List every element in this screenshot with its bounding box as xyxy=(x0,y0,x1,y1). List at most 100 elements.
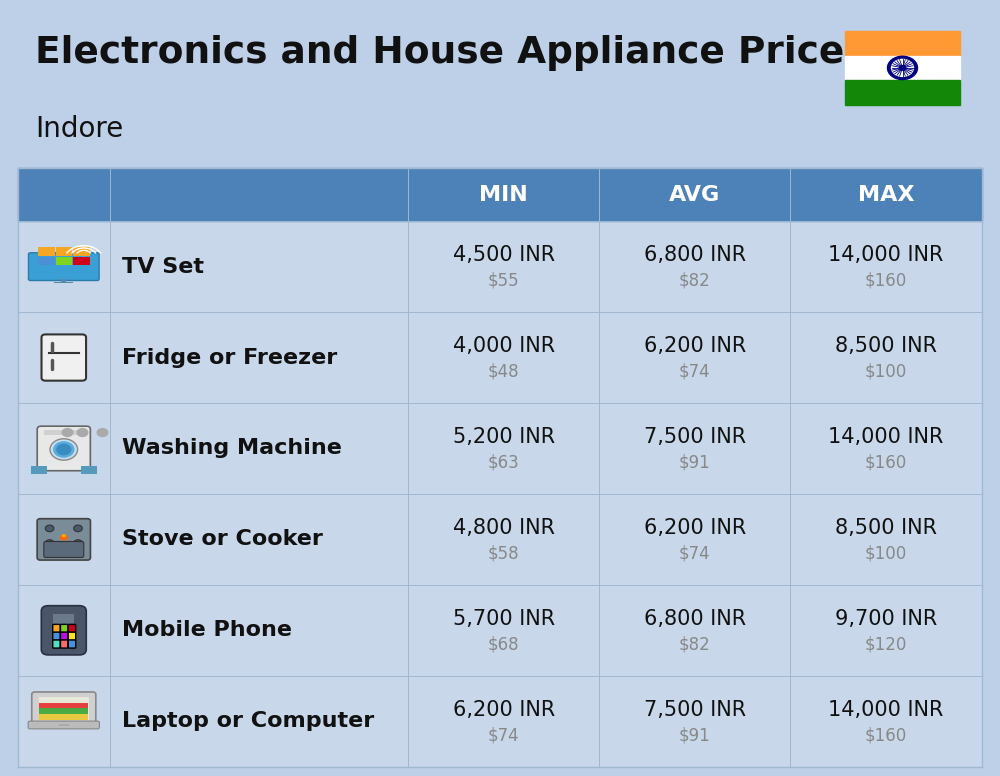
Text: 14,000 INR: 14,000 INR xyxy=(828,427,944,447)
Bar xyxy=(56,248,72,256)
FancyBboxPatch shape xyxy=(68,625,76,632)
Bar xyxy=(56,257,72,265)
Text: $48: $48 xyxy=(488,362,520,380)
Circle shape xyxy=(60,535,68,541)
Bar xyxy=(18,221,982,312)
Text: 5,700 INR: 5,700 INR xyxy=(453,608,555,629)
FancyBboxPatch shape xyxy=(53,625,60,632)
Text: 4,000 INR: 4,000 INR xyxy=(453,336,555,356)
Text: $100: $100 xyxy=(865,362,907,380)
Text: Mobile Phone: Mobile Phone xyxy=(122,620,292,640)
Bar xyxy=(31,466,47,474)
Bar xyxy=(39,715,88,719)
FancyBboxPatch shape xyxy=(68,632,76,640)
Text: 6,200 INR: 6,200 INR xyxy=(644,518,746,538)
Bar xyxy=(790,168,982,221)
Text: MIN: MIN xyxy=(479,185,528,205)
Circle shape xyxy=(888,57,918,79)
FancyBboxPatch shape xyxy=(28,721,99,729)
Circle shape xyxy=(50,438,78,460)
Text: $74: $74 xyxy=(488,726,520,744)
Circle shape xyxy=(77,428,89,437)
Text: $63: $63 xyxy=(488,453,520,472)
Bar xyxy=(38,248,55,256)
FancyBboxPatch shape xyxy=(60,632,68,640)
Text: $74: $74 xyxy=(679,362,711,380)
Text: 6,800 INR: 6,800 INR xyxy=(644,608,746,629)
Circle shape xyxy=(74,525,82,532)
Bar xyxy=(38,257,55,265)
Text: 7,500 INR: 7,500 INR xyxy=(644,700,746,719)
Text: TV Set: TV Set xyxy=(122,257,204,276)
FancyBboxPatch shape xyxy=(53,632,60,640)
FancyBboxPatch shape xyxy=(68,640,76,648)
FancyBboxPatch shape xyxy=(28,253,99,280)
Bar xyxy=(59,724,69,726)
FancyBboxPatch shape xyxy=(37,518,90,560)
Text: 8,500 INR: 8,500 INR xyxy=(835,518,937,538)
Circle shape xyxy=(74,540,82,546)
FancyBboxPatch shape xyxy=(37,426,90,471)
Bar xyxy=(18,312,982,403)
FancyBboxPatch shape xyxy=(60,625,68,632)
Bar xyxy=(73,248,90,256)
Bar xyxy=(73,257,90,265)
Text: $100: $100 xyxy=(865,544,907,563)
Text: 6,200 INR: 6,200 INR xyxy=(453,700,555,719)
Bar xyxy=(18,676,982,767)
Text: 5,200 INR: 5,200 INR xyxy=(453,427,555,447)
Bar xyxy=(39,708,88,714)
Text: $55: $55 xyxy=(488,272,520,289)
FancyBboxPatch shape xyxy=(53,640,60,648)
Text: 4,800 INR: 4,800 INR xyxy=(453,518,555,538)
Text: $82: $82 xyxy=(679,636,711,653)
Text: Fridge or Freezer: Fridge or Freezer xyxy=(122,348,337,368)
Circle shape xyxy=(45,540,54,546)
Text: Stove or Cooker: Stove or Cooker xyxy=(122,529,322,549)
Text: $91: $91 xyxy=(679,453,711,472)
Bar xyxy=(44,430,83,435)
Text: 9,700 INR: 9,700 INR xyxy=(835,608,937,629)
Text: 8,500 INR: 8,500 INR xyxy=(835,336,937,356)
Circle shape xyxy=(56,444,71,456)
Text: $160: $160 xyxy=(865,272,907,289)
Text: 14,000 INR: 14,000 INR xyxy=(828,245,944,265)
Text: $160: $160 xyxy=(865,453,907,472)
Text: $58: $58 xyxy=(488,544,520,563)
Circle shape xyxy=(62,534,66,538)
Text: 14,000 INR: 14,000 INR xyxy=(828,700,944,719)
Circle shape xyxy=(97,428,109,437)
Circle shape xyxy=(892,60,914,76)
Text: AVG: AVG xyxy=(669,185,720,205)
Bar xyxy=(39,702,88,708)
Text: 6,800 INR: 6,800 INR xyxy=(644,245,746,265)
Bar xyxy=(18,585,982,676)
Text: Electronics and House Appliance Prices: Electronics and House Appliance Prices xyxy=(35,35,867,71)
Text: MAX: MAX xyxy=(858,185,914,205)
Circle shape xyxy=(62,428,74,437)
Bar xyxy=(18,403,982,494)
Text: $120: $120 xyxy=(865,636,907,653)
Text: 6,200 INR: 6,200 INR xyxy=(644,336,746,356)
FancyBboxPatch shape xyxy=(32,692,96,725)
Text: Indore: Indore xyxy=(35,115,123,143)
Bar xyxy=(110,168,408,221)
Bar xyxy=(408,168,599,221)
Bar xyxy=(54,282,73,283)
Text: 4,500 INR: 4,500 INR xyxy=(453,245,555,265)
Circle shape xyxy=(900,66,906,70)
Text: $160: $160 xyxy=(865,726,907,744)
FancyBboxPatch shape xyxy=(60,640,68,648)
Text: Washing Machine: Washing Machine xyxy=(122,438,341,459)
Bar xyxy=(18,494,982,585)
Text: $68: $68 xyxy=(488,636,520,653)
Text: Laptop or Computer: Laptop or Computer xyxy=(122,712,374,731)
Bar xyxy=(61,279,66,282)
Text: $82: $82 xyxy=(679,272,711,289)
Circle shape xyxy=(53,441,75,458)
Bar xyxy=(18,168,110,221)
Bar xyxy=(599,168,790,221)
FancyBboxPatch shape xyxy=(42,334,86,381)
FancyBboxPatch shape xyxy=(41,606,86,655)
Bar xyxy=(39,698,89,719)
